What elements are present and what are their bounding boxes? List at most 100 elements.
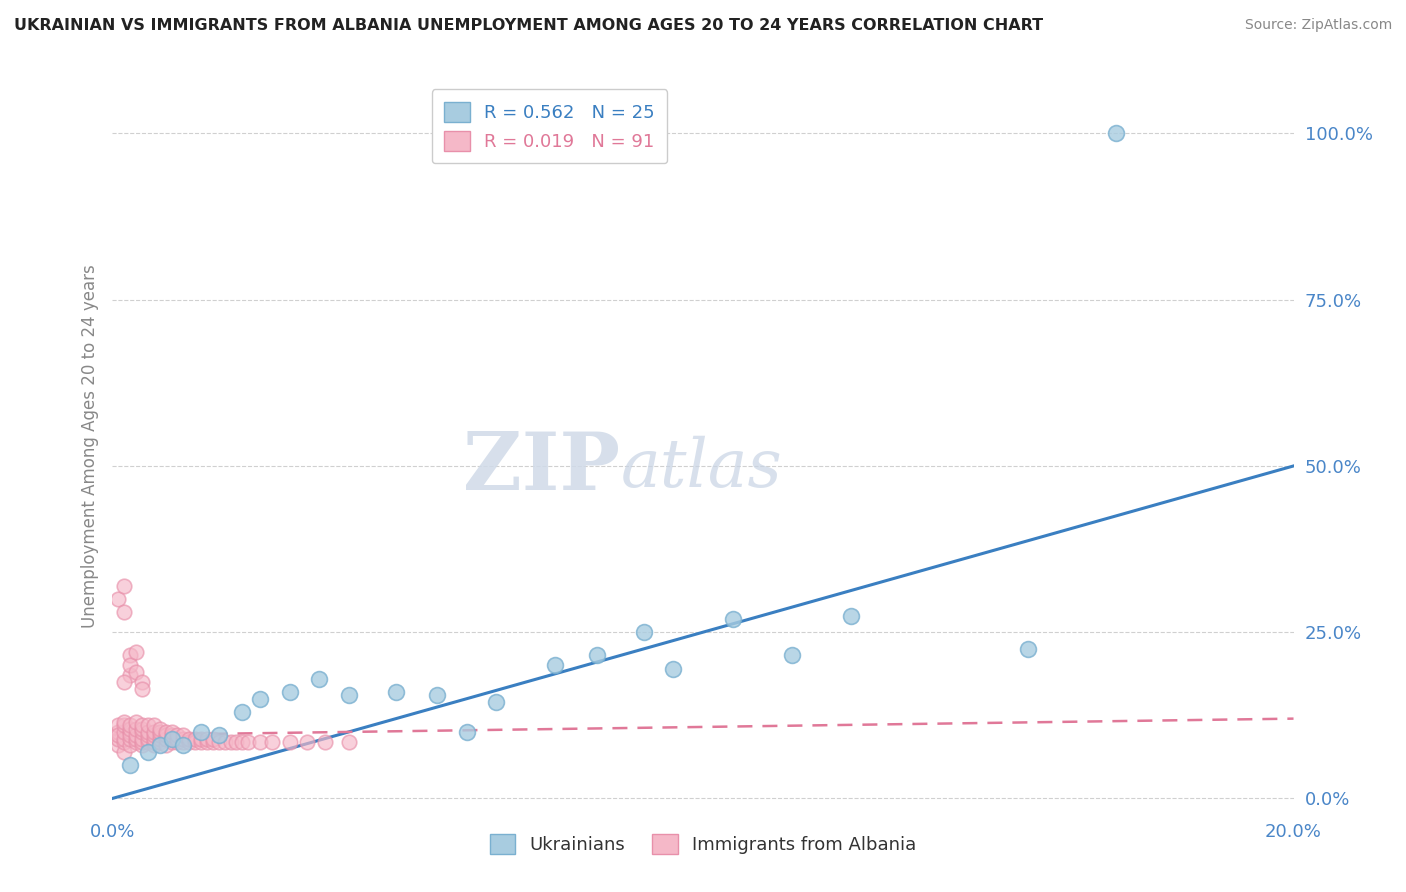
Point xyxy=(149,722,172,736)
Point xyxy=(107,591,129,606)
Point xyxy=(231,705,253,719)
Point xyxy=(136,728,159,742)
Point xyxy=(238,735,260,749)
Point xyxy=(107,725,129,739)
Point xyxy=(112,714,135,729)
Point xyxy=(149,735,172,749)
Text: ZIP: ZIP xyxy=(464,429,620,507)
Point xyxy=(155,728,177,742)
Point xyxy=(337,735,360,749)
Point xyxy=(136,735,159,749)
Point xyxy=(120,731,142,746)
Point xyxy=(107,718,129,732)
Point xyxy=(112,731,135,746)
Point xyxy=(142,735,165,749)
Point xyxy=(208,735,231,749)
Point xyxy=(249,691,271,706)
Point xyxy=(179,735,201,749)
Point xyxy=(260,735,283,749)
Point xyxy=(314,735,336,749)
Point xyxy=(780,648,803,663)
Point xyxy=(166,735,188,749)
Point xyxy=(125,731,148,746)
Point xyxy=(149,731,172,746)
Point xyxy=(107,738,129,752)
Point xyxy=(131,681,153,696)
Point xyxy=(112,579,135,593)
Point xyxy=(160,725,183,739)
Point xyxy=(125,645,148,659)
Point xyxy=(249,735,271,749)
Point xyxy=(107,728,129,742)
Point xyxy=(160,731,183,746)
Point xyxy=(297,735,319,749)
Point xyxy=(278,735,301,749)
Point xyxy=(149,725,172,739)
Point xyxy=(125,728,148,742)
Point xyxy=(120,718,142,732)
Point xyxy=(149,738,172,752)
Point xyxy=(184,735,207,749)
Point xyxy=(190,731,212,746)
Point xyxy=(131,735,153,749)
Point xyxy=(142,738,165,752)
Point xyxy=(120,648,142,663)
Point xyxy=(131,675,153,690)
Point xyxy=(721,612,744,626)
Y-axis label: Unemployment Among Ages 20 to 24 years: Unemployment Among Ages 20 to 24 years xyxy=(80,264,98,628)
Point xyxy=(136,718,159,732)
Point xyxy=(160,731,183,746)
Point xyxy=(112,605,135,619)
Text: atlas: atlas xyxy=(620,435,782,500)
Point xyxy=(131,725,153,739)
Point xyxy=(131,722,153,736)
Point xyxy=(195,731,218,746)
Point xyxy=(172,728,194,742)
Point xyxy=(120,658,142,673)
Point xyxy=(131,738,153,752)
Point xyxy=(190,725,212,739)
Point xyxy=(160,735,183,749)
Point xyxy=(142,728,165,742)
Point xyxy=(225,735,247,749)
Point xyxy=(166,731,188,746)
Point xyxy=(166,728,188,742)
Point xyxy=(426,689,449,703)
Point xyxy=(136,725,159,739)
Point xyxy=(136,731,159,746)
Point xyxy=(219,735,242,749)
Point xyxy=(662,662,685,676)
Point xyxy=(278,685,301,699)
Point xyxy=(142,725,165,739)
Point xyxy=(120,758,142,772)
Point xyxy=(201,731,224,746)
Point xyxy=(172,735,194,749)
Point xyxy=(131,718,153,732)
Point xyxy=(112,675,135,690)
Point xyxy=(112,718,135,732)
Point xyxy=(120,722,142,736)
Point xyxy=(544,658,567,673)
Point xyxy=(195,735,218,749)
Point xyxy=(125,735,148,749)
Point xyxy=(172,738,194,752)
Point xyxy=(149,728,172,742)
Point xyxy=(231,735,253,749)
Point xyxy=(120,728,142,742)
Point xyxy=(160,728,183,742)
Point xyxy=(308,672,330,686)
Point xyxy=(112,745,135,759)
Point xyxy=(107,731,129,746)
Point xyxy=(1105,127,1128,141)
Point xyxy=(184,731,207,746)
Point xyxy=(155,725,177,739)
Point xyxy=(142,731,165,746)
Point xyxy=(385,685,408,699)
Point xyxy=(112,735,135,749)
Point xyxy=(201,735,224,749)
Point xyxy=(120,738,142,752)
Point xyxy=(190,735,212,749)
Point xyxy=(337,689,360,703)
Point xyxy=(1017,641,1039,656)
Point xyxy=(179,731,201,746)
